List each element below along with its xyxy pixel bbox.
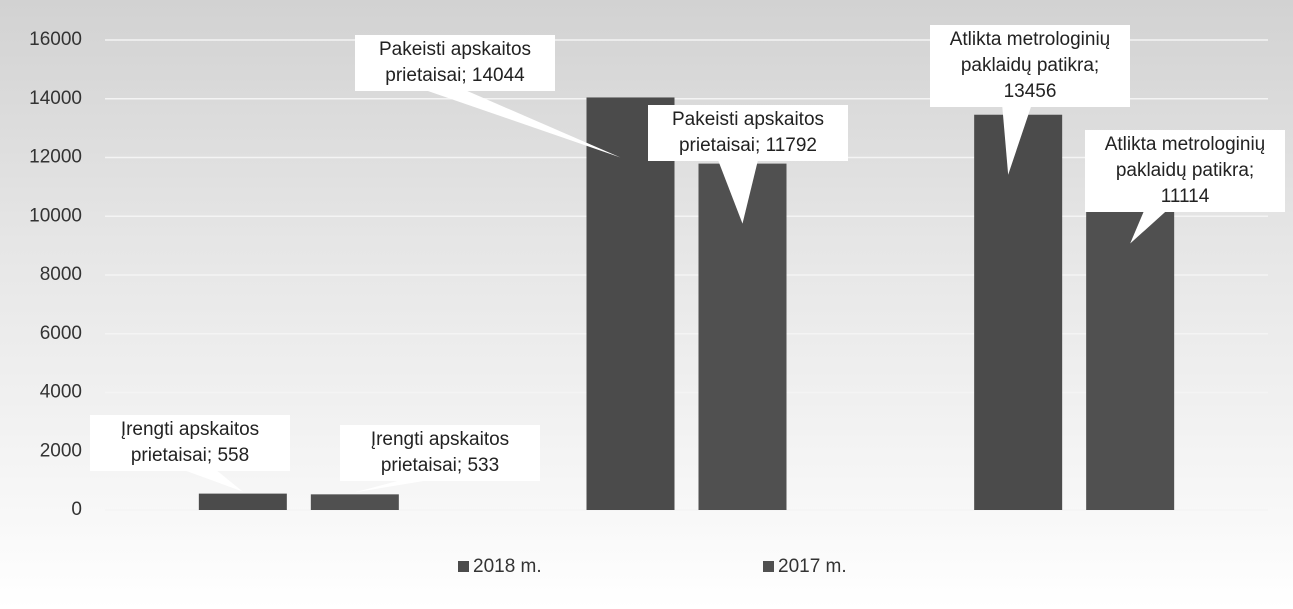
y-tick-label: 0 [71, 499, 82, 520]
y-tick-label: 14000 [29, 88, 82, 109]
data-label: Pakeisti apskaitos prietaisai; 11792 [648, 105, 848, 161]
legend-swatch [763, 561, 774, 572]
y-tick-label: 10000 [29, 205, 82, 226]
legend-label: 2018 m. [473, 556, 542, 577]
bar [1086, 183, 1175, 510]
y-tick-label: 4000 [40, 382, 82, 403]
data-label: Įrengti apskaitos prietaisai; 533 [340, 425, 540, 481]
callout-pointer [718, 160, 758, 224]
y-tick-label: 6000 [40, 323, 82, 344]
legend-swatch [458, 561, 469, 572]
legend-label: 2017 m. [778, 556, 847, 577]
y-tick-label: 8000 [40, 264, 82, 285]
bar [586, 97, 675, 511]
data-label: Pakeisti apskaitos prietaisai; 14044 [355, 35, 555, 91]
data-label: Įrengti apskaitos prietaisai; 558 [90, 415, 290, 471]
callout-pointer [354, 475, 460, 493]
bar [198, 493, 287, 510]
y-tick-label: 2000 [40, 440, 82, 461]
data-label: Atlikta metrologinių paklaidų patikra; 1… [930, 25, 1130, 107]
callout-pointer [425, 90, 621, 158]
y-tick-label: 16000 [29, 29, 82, 50]
bar [310, 494, 399, 510]
bar [974, 114, 1063, 510]
data-label: Atlikta metrologinių paklaidų patikra; 1… [1085, 130, 1285, 212]
y-tick-label: 12000 [29, 147, 82, 168]
callout-pointer [170, 465, 243, 492]
